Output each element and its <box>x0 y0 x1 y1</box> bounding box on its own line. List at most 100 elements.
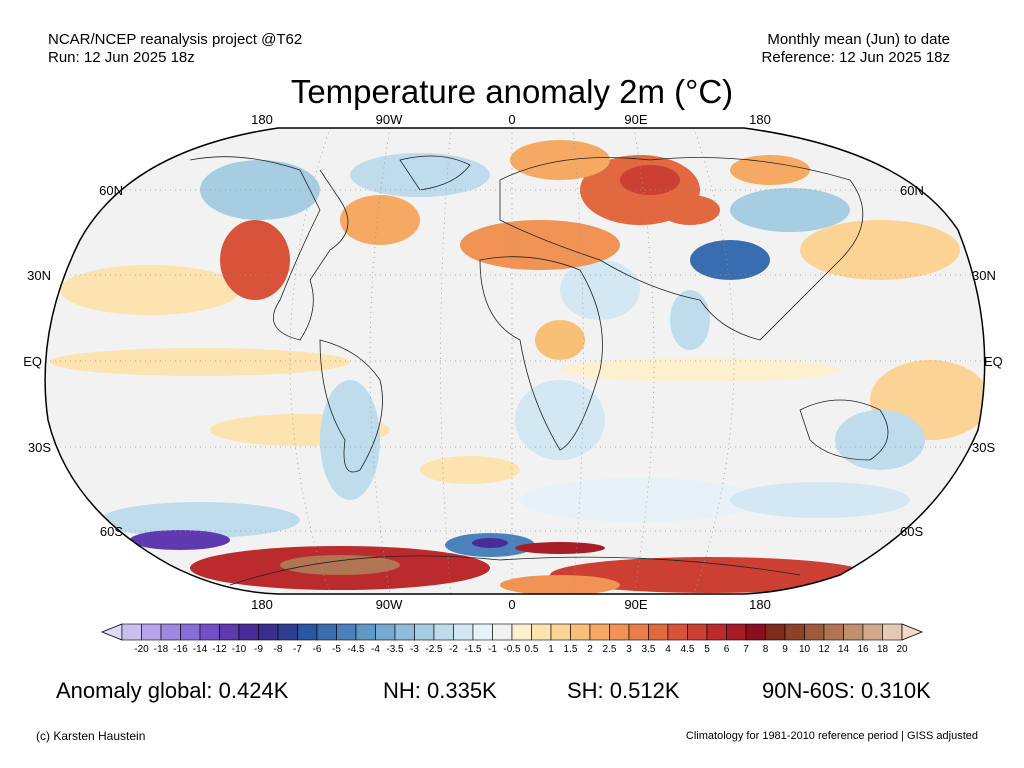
anomaly-region <box>515 542 605 554</box>
colorbar-swatch <box>609 623 630 641</box>
colorbar-tick-label: 7 <box>743 644 749 655</box>
header-left: NCAR/NCEP reanalysis project @T62 Run: 1… <box>48 31 302 67</box>
lat-label-left: 30N <box>27 268 51 283</box>
colorbar-tick-label: 1 <box>548 644 554 655</box>
colorbar-tick-label: -3.5 <box>386 644 404 655</box>
coastlines <box>189 155 889 586</box>
colorbar-swatch <box>433 623 454 641</box>
colorbar-swatch <box>745 623 766 641</box>
north-america-outline <box>189 156 349 341</box>
stat-sh: SH: 0.512K <box>567 678 680 703</box>
lon-label-bottom: 90W <box>376 597 403 612</box>
colorbar-swatch <box>355 623 376 641</box>
anomaly-region <box>515 380 605 460</box>
colorbar-swatch <box>667 623 688 641</box>
anomaly-region <box>560 358 840 382</box>
colorbar-swatch <box>511 623 532 641</box>
anomaly-region <box>520 478 760 522</box>
anomaly-region <box>340 195 420 245</box>
colorbar-swatch <box>570 623 591 641</box>
colorbar-swatch <box>199 623 220 641</box>
credit-label: (c) Karsten Haustein <box>36 729 146 743</box>
colorbar-swatch <box>589 623 610 641</box>
colorbar-tick-label: -14 <box>193 644 208 655</box>
colorbar-tick-label: -9 <box>254 644 263 655</box>
colorbar-swatch <box>238 623 259 641</box>
anomaly-region <box>500 575 620 594</box>
colorbar-swatch <box>141 623 162 641</box>
colorbar-tick-label: 0.5 <box>525 644 539 655</box>
colorbar-tick-label: -10 <box>232 644 247 655</box>
anomaly-region <box>320 380 380 500</box>
period-label: Monthly mean (Jun) to date <box>767 31 950 48</box>
axis-labels: 180 90W 0 90E 180 180 90W 0 90E 180 60N … <box>23 112 1003 612</box>
colorbar-tick-label: -7 <box>293 644 302 655</box>
colorbar-tick-label: 14 <box>838 644 850 655</box>
reference-label: Reference: 12 Jun 2025 18z <box>761 49 950 66</box>
colorbar-swatch <box>765 623 786 641</box>
colorbar-swatch <box>453 623 474 641</box>
anomaly-region <box>420 456 520 484</box>
colorbar-swatch <box>862 623 883 641</box>
colorbar-swatch <box>160 623 181 641</box>
lon-label-top: 0 <box>508 112 515 127</box>
lon-label-bottom: 90E <box>624 597 647 612</box>
greenland-outline <box>399 155 471 191</box>
colorbar-tick-label: -1.5 <box>464 644 482 655</box>
colorbar-swatch <box>706 623 727 641</box>
colorbar-tick-label: 5 <box>704 644 710 655</box>
header-right: Monthly mean (Jun) to date Reference: 12… <box>762 31 950 67</box>
anomaly-region <box>730 155 810 185</box>
lat-label-left: 60N <box>99 183 123 198</box>
colorbar-swatch <box>414 623 435 641</box>
colorbar-swatch <box>492 623 513 641</box>
south-america-outline <box>319 339 383 473</box>
colorbar-swatch <box>394 623 415 641</box>
lat-label-left: EQ <box>23 354 42 369</box>
colorbar-tick-label: -8 <box>274 644 283 655</box>
colorbar-tick-label: 2.5 <box>603 644 617 655</box>
anomaly-region <box>535 320 585 360</box>
anomaly-field <box>45 128 985 594</box>
colorbar-tick-label: -1 <box>488 644 497 655</box>
africa-outline <box>479 256 603 451</box>
colorbar-swatch <box>297 623 318 641</box>
anomaly-region <box>800 220 960 280</box>
colorbar-swatch <box>277 623 298 641</box>
lat-label-left: 60S <box>100 524 123 539</box>
colorbar-tick-label: -18 <box>154 644 169 655</box>
colorbar-tick-label: 4.5 <box>681 644 695 655</box>
anomaly-region <box>350 153 490 197</box>
colorbar-tick-label: -3 <box>410 644 419 655</box>
lat-label-right: EQ <box>984 354 1003 369</box>
eurasia-outline <box>499 157 864 341</box>
map-title: Temperature anomaly 2m (°C) <box>290 73 734 110</box>
colorbar-swatch <box>882 623 903 641</box>
source-label: NCAR/NCEP reanalysis project @T62 <box>48 31 303 48</box>
colorbar-swatch <box>336 623 357 641</box>
colorbar-tick-label: -4 <box>371 644 380 655</box>
colorbar-swatch <box>648 623 669 641</box>
colorbar-tick-label: 16 <box>857 644 869 655</box>
anomaly-region <box>130 530 230 550</box>
lon-label-bottom: 180 <box>251 597 273 612</box>
colorbar: -20 -18 -16 -14 -12 -10 -9 -8 -7 -6 -5 -4.5 -4 -3.5 -3… <box>100 623 924 655</box>
colorbar-tick-label: -20 <box>134 644 149 655</box>
colorbar-swatch <box>687 623 708 641</box>
anomaly-region <box>690 240 770 280</box>
colorbar-tick-label: 20 <box>896 644 908 655</box>
colorbar-tick-label: -2.5 <box>425 644 443 655</box>
graticule <box>45 128 985 594</box>
colorbar-tick-label: -12 <box>212 644 227 655</box>
anomaly-region <box>510 140 610 180</box>
anomaly-region <box>460 220 620 270</box>
anomaly-region <box>50 348 350 376</box>
colorbar-tick-label: 3 <box>626 644 632 655</box>
colorbar-tick-label: -6 <box>313 644 322 655</box>
colorbar-tick-label: 12 <box>818 644 830 655</box>
climatology-note: Climatology for 1981-2010 reference peri… <box>685 730 978 742</box>
colorbar-swatch <box>219 623 240 641</box>
lat-label-right: 60S <box>900 524 923 539</box>
colorbar-tick-label: 6 <box>724 644 730 655</box>
